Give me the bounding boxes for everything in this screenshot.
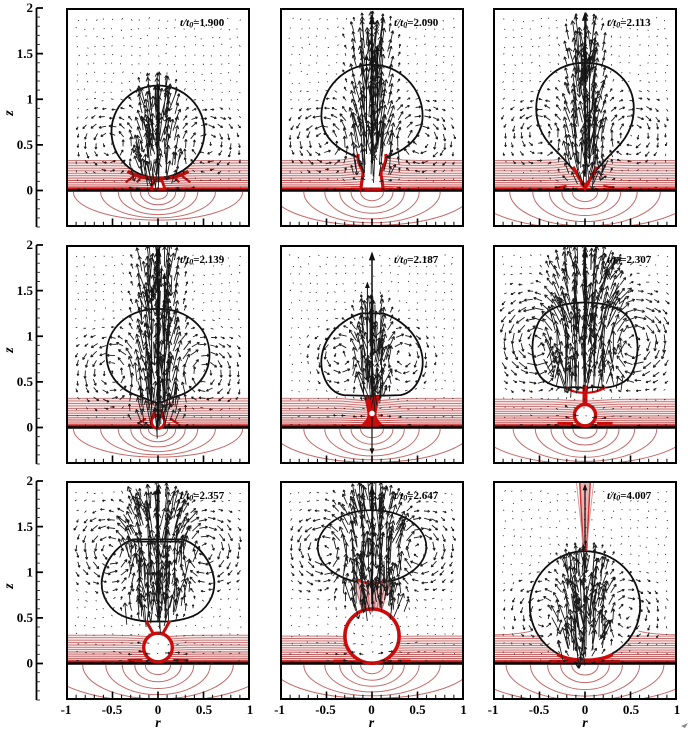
svg-text:2: 2 — [27, 237, 34, 252]
svg-text:0.5: 0.5 — [196, 702, 213, 717]
svg-text:0: 0 — [582, 702, 589, 717]
svg-text:t/t0=2.307: t/t0=2.307 — [607, 254, 652, 267]
svg-text:1: 1 — [27, 92, 34, 107]
svg-text:t/t0=2.187: t/t0=2.187 — [394, 254, 439, 267]
svg-text:t/t0=2.357: t/t0=2.357 — [180, 490, 225, 503]
svg-text:1: 1 — [27, 565, 34, 580]
svg-text:0.5: 0.5 — [409, 702, 426, 717]
svg-text:1: 1 — [27, 328, 34, 343]
svg-text:1.5: 1.5 — [17, 519, 34, 534]
svg-text:0: 0 — [155, 702, 162, 717]
svg-text:0: 0 — [27, 183, 34, 198]
svg-text:1: 1 — [247, 702, 254, 717]
svg-text:z: z — [2, 110, 17, 117]
svg-text:r: r — [582, 716, 588, 730]
svg-text:2: 2 — [27, 473, 34, 488]
svg-text:z: z — [2, 583, 17, 590]
svg-text:0.5: 0.5 — [17, 137, 34, 152]
svg-text:0: 0 — [27, 420, 34, 435]
svg-text:t/t0=2.647: t/t0=2.647 — [394, 490, 439, 503]
svg-text:2: 2 — [27, 0, 34, 15]
svg-text:1.5: 1.5 — [17, 283, 34, 298]
svg-text:-1: -1 — [488, 702, 499, 717]
svg-text:1.5: 1.5 — [17, 46, 34, 61]
svg-text:-0.5: -0.5 — [102, 702, 123, 717]
svg-text:z: z — [2, 347, 17, 354]
svg-text:1: 1 — [460, 702, 467, 717]
svg-text:-1: -1 — [274, 702, 285, 717]
svg-text:t/t0=2.139: t/t0=2.139 — [180, 254, 225, 267]
svg-text:0.5: 0.5 — [17, 610, 34, 625]
svg-text:t/t0=1.900: t/t0=1.900 — [180, 17, 225, 30]
svg-text:-0.5: -0.5 — [315, 702, 336, 717]
svg-text:0.5: 0.5 — [623, 702, 640, 717]
svg-text:t/t0=2.113: t/t0=2.113 — [607, 17, 651, 30]
svg-text:0: 0 — [368, 702, 375, 717]
svg-text:r: r — [369, 716, 375, 730]
svg-text:t/t0=4.007: t/t0=4.007 — [607, 490, 652, 503]
svg-text:r: r — [155, 716, 161, 730]
svg-text:0.5: 0.5 — [17, 374, 34, 389]
svg-text:-0.5: -0.5 — [529, 702, 550, 717]
svg-text:-1: -1 — [61, 702, 72, 717]
svg-text:1: 1 — [674, 702, 681, 717]
svg-text:0: 0 — [27, 656, 34, 671]
svg-text:t/t0=2.090: t/t0=2.090 — [394, 17, 439, 30]
